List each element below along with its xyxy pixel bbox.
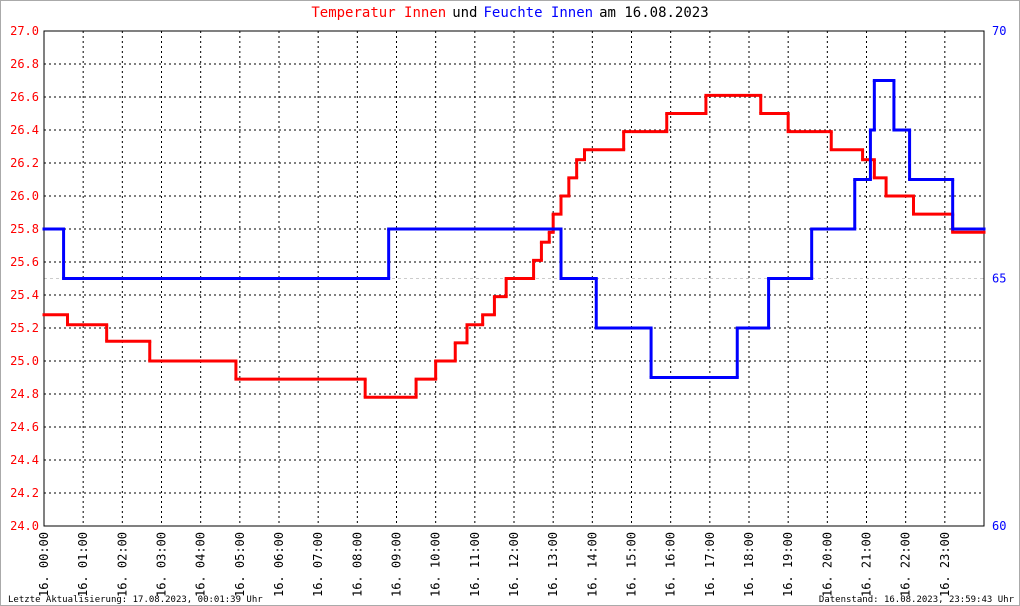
plot-border	[43, 30, 985, 527]
x-tick-label: 16. 20:00	[820, 532, 834, 597]
y-tick-label: 26.8	[10, 57, 39, 71]
y-tick-label: 26.4	[10, 123, 39, 137]
title-series-2: Feuchte Innen	[483, 5, 594, 21]
y2-tick-label: 60	[992, 519, 1006, 533]
x-tick-label: 16. 04:00	[194, 532, 208, 597]
title-part: am 16.08.2023	[599, 5, 709, 21]
y2-tick-label: 70	[992, 24, 1006, 38]
x-tick-label: 16. 02:00	[115, 532, 129, 597]
x-tick-label: 16. 00:00	[37, 532, 51, 597]
y-tick-label: 27.0	[10, 24, 39, 38]
y-tick-label: 24.4	[10, 453, 39, 467]
x-tick-label: 16. 22:00	[899, 532, 913, 597]
x-tick-label: 16. 19:00	[781, 532, 795, 597]
y-tick-label: 24.8	[10, 387, 39, 401]
x-tick-label: 16. 01:00	[76, 532, 90, 597]
y-tick-label: 26.6	[10, 90, 39, 104]
footer-right: Datenstand: 16.08.2023, 23:59:43 Uhr	[819, 595, 1015, 605]
y-tick-label: 24.0	[10, 519, 39, 533]
footer-left: Letzte Aktualisierung: 17.08.2023, 00:01…	[8, 595, 263, 605]
y2-tick-label: 65	[992, 272, 1006, 286]
x-tick-label: 16. 18:00	[742, 532, 756, 597]
x-tick-label: 16. 07:00	[311, 532, 325, 597]
x-tick-label: 16. 11:00	[468, 532, 482, 597]
title-series-1: Temperatur Innen	[311, 5, 447, 21]
x-tick-label: 16. 15:00	[625, 532, 639, 597]
x-tick-label: 16. 14:00	[585, 532, 599, 597]
y-tick-label: 25.6	[10, 255, 39, 269]
y-tick-label: 24.6	[10, 420, 39, 434]
x-tick-label: 16. 16:00	[664, 532, 678, 597]
y-tick-label: 26.2	[10, 156, 39, 170]
x-tick-label: 16. 03:00	[155, 532, 169, 597]
y-tick-label: 25.8	[10, 222, 39, 236]
x-tick-label: 16. 09:00	[390, 532, 404, 597]
y-tick-label: 25.0	[10, 354, 39, 368]
x-tick-label: 16. 10:00	[429, 532, 443, 597]
title-part: und	[452, 5, 478, 21]
chart-title: Temperatur Innen und Feuchte Innen am 16.08…	[0, 5, 1020, 21]
x-tick-label: 16. 08:00	[350, 532, 364, 597]
x-tick-label: 16. 23:00	[938, 532, 952, 597]
y-tick-label: 25.2	[10, 321, 39, 335]
x-tick-label: 16. 21:00	[860, 532, 874, 597]
y-tick-label: 24.2	[10, 486, 39, 500]
y-tick-label: 25.4	[10, 288, 39, 302]
x-tick-label: 16. 17:00	[703, 532, 717, 597]
x-tick-label: 16. 05:00	[233, 532, 247, 597]
x-tick-label: 16. 13:00	[546, 532, 560, 597]
y-tick-label: 26.0	[10, 189, 39, 203]
x-tick-label: 16. 06:00	[272, 532, 286, 597]
x-tick-label: 16. 12:00	[507, 532, 521, 597]
